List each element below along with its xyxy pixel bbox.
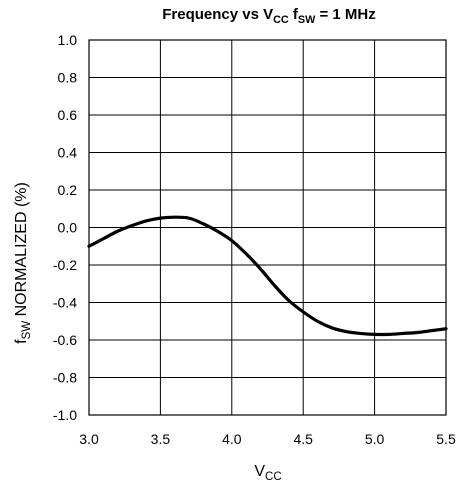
y-tick-labels: 1.0 0.8 0.6 0.4 0.2 0.0 -0.2 -0.4 -0.6 -0.8 -1.0 [53,32,77,423]
y-axis-label: fSW NORMALIZED (%) [13,182,33,344]
y-tick-label: 0.8 [58,70,78,86]
series-line [87,215,448,337]
y-tick-label: -0.6 [53,332,77,348]
text-part: CC [265,471,282,483]
y-tick-label: -1.0 [53,407,77,423]
y-tick-label: -0.8 [53,370,77,386]
plot-frame [88,39,447,416]
text-part: Frequency vs V [162,6,273,23]
text-part: NORMALIZED (%) [13,182,30,321]
y-tick-label: -0.4 [53,295,77,311]
text-part: V [254,463,265,480]
text-part: SW [21,321,33,340]
y-tick-label: 0.0 [58,220,78,236]
y-tick-label: -0.2 [53,257,77,273]
text-part: f [13,339,30,344]
y-tick-label: 0.6 [58,107,78,123]
text-part: SW [298,14,316,26]
x-tick-label: 3.0 [79,431,99,447]
y-tick-label: 0.4 [58,145,78,161]
series-layer [87,215,448,337]
x-tick-label: 4.0 [222,431,242,447]
x-tick-label: 5.0 [365,431,385,447]
y-tick-label: 0.2 [58,182,78,198]
y-tick-label: 1.0 [58,32,78,48]
x-tick-label: 4.5 [293,431,313,447]
grid [88,39,447,416]
text-part: f [289,6,299,23]
x-tick-labels: 3.0 3.5 4.0 4.5 5.0 5.5 [79,431,456,447]
x-tick-label: 3.5 [151,431,171,447]
x-axis-label: VCC [254,463,281,483]
text-part: CC [273,14,289,26]
x-tick-label: 5.5 [436,431,456,447]
chart-title: Frequency vs VCC fSW = 1 MHz [162,6,376,26]
text-part: = 1 MHz [315,6,375,23]
